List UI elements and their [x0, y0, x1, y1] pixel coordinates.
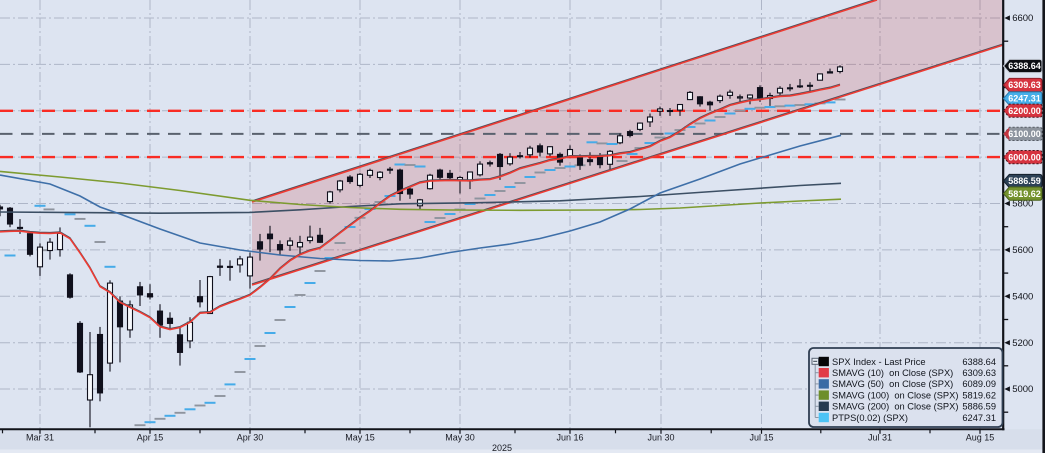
- svg-text:6247.31: 6247.31: [962, 413, 996, 423]
- svg-text:Jul 31: Jul 31: [868, 433, 892, 443]
- svg-text:Apr 15: Apr 15: [137, 433, 164, 443]
- svg-text:5600: 5600: [1012, 245, 1033, 256]
- svg-text:Apr 30: Apr 30: [237, 433, 264, 443]
- svg-text:6309.63: 6309.63: [962, 368, 996, 378]
- svg-text:SMAVG (10) on Close (SPX): SMAVG (10) on Close (SPX): [832, 368, 953, 378]
- svg-text:6247.31: 6247.31: [1008, 94, 1041, 104]
- svg-text:Aug 15: Aug 15: [966, 433, 995, 443]
- svg-text:5886.59: 5886.59: [1008, 176, 1041, 186]
- svg-text:6388.64: 6388.64: [962, 357, 996, 367]
- svg-text:Jul 15: Jul 15: [749, 433, 773, 443]
- svg-text:SPX Index - Last Price: SPX Index - Last Price: [832, 357, 926, 367]
- svg-text:6309.63: 6309.63: [1008, 80, 1041, 90]
- svg-text:SMAVG (100) on Close (SPX): SMAVG (100) on Close (SPX): [832, 390, 958, 400]
- svg-text:PTPS(0.02) (SPX): PTPS(0.02) (SPX): [832, 413, 908, 423]
- svg-text:5400: 5400: [1012, 292, 1033, 303]
- svg-text:5200: 5200: [1012, 338, 1033, 349]
- svg-text:5819.62: 5819.62: [1008, 189, 1041, 199]
- svg-text:5000: 5000: [1012, 384, 1033, 395]
- svg-text:Mar 31: Mar 31: [26, 433, 54, 443]
- svg-text:Jun 16: Jun 16: [556, 433, 583, 443]
- svg-text:6388.64: 6388.64: [1008, 61, 1041, 71]
- svg-text:5886.59: 5886.59: [962, 402, 996, 412]
- svg-text:May 15: May 15: [345, 433, 375, 443]
- svg-text:6089.09: 6089.09: [962, 379, 996, 389]
- svg-text:6100.00: 6100.00: [1008, 129, 1041, 139]
- svg-text:May 30: May 30: [445, 433, 475, 443]
- svg-text:6000.00: 6000.00: [1008, 152, 1041, 162]
- svg-text:Jun 30: Jun 30: [647, 433, 674, 443]
- svg-text:SMAVG (200) on Close (SPX): SMAVG (200) on Close (SPX): [832, 402, 958, 412]
- svg-text:2025: 2025: [492, 443, 512, 453]
- svg-text:6600: 6600: [1012, 13, 1033, 24]
- svg-text:5819.62: 5819.62: [962, 390, 996, 400]
- svg-text:5800: 5800: [1012, 199, 1033, 210]
- svg-text:6200.00: 6200.00: [1008, 106, 1041, 116]
- svg-text:SMAVG (50) on Close (SPX): SMAVG (50) on Close (SPX): [832, 379, 953, 389]
